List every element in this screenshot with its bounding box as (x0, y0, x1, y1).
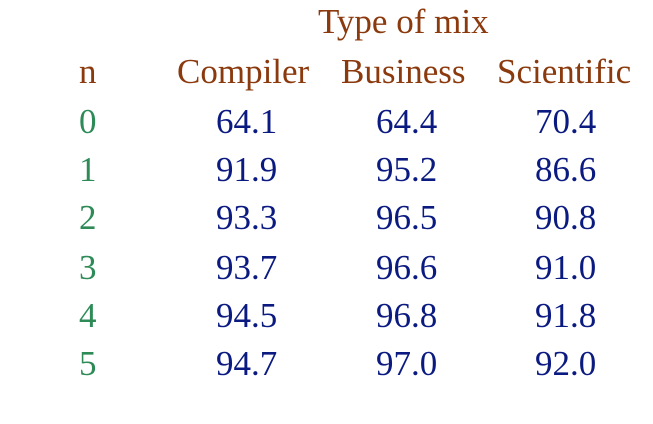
row-n: 5 (79, 344, 97, 383)
cell-compiler: 94.5 (216, 296, 278, 335)
cell-scientific: 91.8 (535, 296, 597, 335)
cell-compiler: 93.7 (216, 248, 278, 287)
row-n: 0 (79, 102, 97, 141)
header-n: n (79, 52, 97, 91)
header-compiler: Compiler (177, 52, 310, 91)
cell-business: 96.8 (376, 296, 438, 335)
cell-business: 95.2 (376, 150, 438, 189)
row-n: 2 (79, 198, 97, 237)
row-n: 3 (79, 248, 97, 287)
table-title: Type of mix (318, 2, 489, 41)
cell-scientific: 70.4 (535, 102, 597, 141)
cell-compiler: 94.7 (216, 344, 278, 383)
cell-business: 64.4 (376, 102, 438, 141)
row-n: 1 (79, 150, 97, 189)
cell-scientific: 86.6 (535, 150, 597, 189)
cell-compiler: 91.9 (216, 150, 278, 189)
cell-business: 96.5 (376, 198, 438, 237)
cell-compiler: 64.1 (216, 102, 278, 141)
cell-scientific: 90.8 (535, 198, 597, 237)
cell-scientific: 91.0 (535, 248, 597, 287)
cell-business: 97.0 (376, 344, 438, 383)
header-scientific: Scientific (497, 52, 632, 91)
row-n: 4 (79, 296, 97, 335)
cell-business: 96.6 (376, 248, 438, 287)
cell-scientific: 92.0 (535, 344, 597, 383)
cell-compiler: 93.3 (216, 198, 278, 237)
header-business: Business (341, 52, 466, 91)
